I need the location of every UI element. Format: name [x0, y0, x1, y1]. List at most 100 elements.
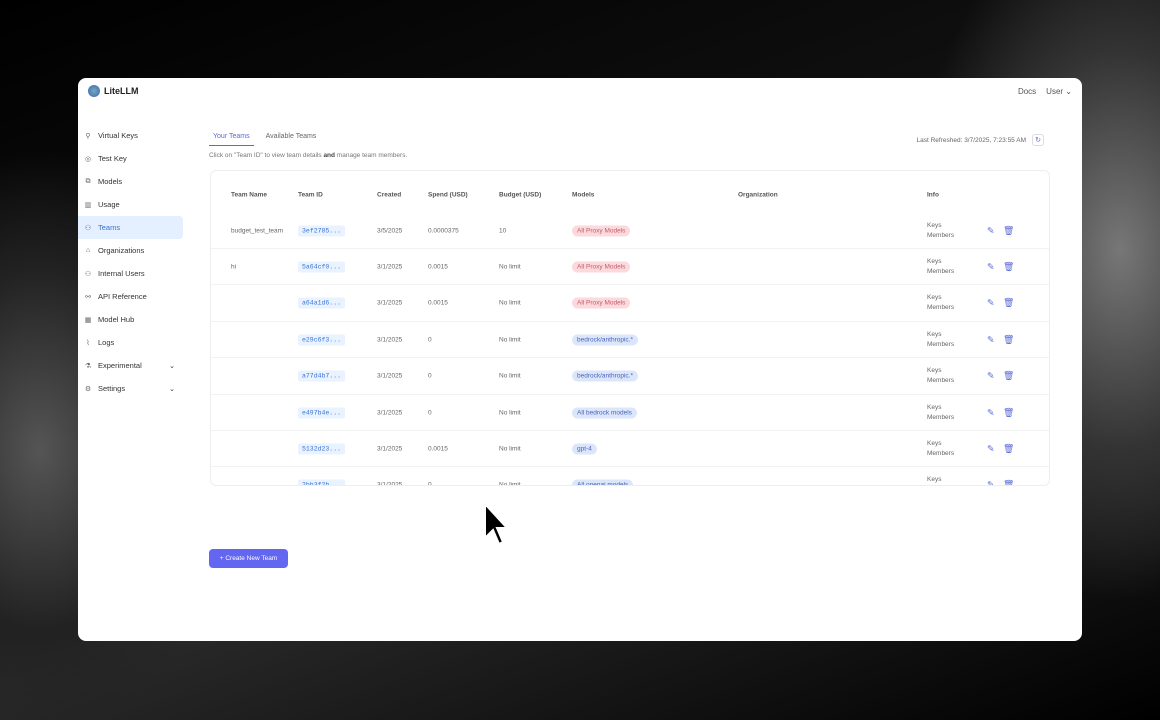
sidebar-item-virtual-keys[interactable]: ⚲ Virtual Keys — [85, 131, 138, 140]
team-id-link[interactable]: e29c6f3... — [298, 334, 346, 346]
docs-link[interactable]: Docs — [1017, 86, 1037, 96]
trash-icon[interactable]: 🗑︎ — [1003, 443, 1015, 454]
table-row: a77d4b7... 3/1/2025 0 No limit bedrock/a… — [211, 359, 1049, 395]
trash-icon[interactable]: 🗑︎ — [1003, 261, 1015, 272]
sidebar-item-usage[interactable]: ▥ Usage — [84, 200, 120, 209]
edit-icon[interactable]: ✎ — [987, 407, 995, 417]
model-badge: bedrock/anthropic.* — [572, 334, 639, 346]
team-id-link[interactable]: 2bb3f2b... — [298, 479, 346, 485]
sidebar-item-logs[interactable]: ⌇ Logs — [78, 331, 183, 354]
spend: 0.0000375 — [428, 227, 459, 234]
edit-icon[interactable]: ✎ — [987, 297, 995, 308]
edit-icon[interactable]: ✎ — [987, 443, 995, 454]
sidebar-item-internal-users[interactable]: ⚇ Internal Users — [84, 269, 145, 278]
created: 3/5/2025 — [377, 227, 403, 234]
column-header: Created — [377, 191, 402, 199]
model-badge: All Proxy Models — [572, 225, 631, 236]
edit-icon[interactable]: ✎ — [987, 370, 995, 381]
team-id-link[interactable]: e497b4e... — [298, 407, 346, 418]
sidebar-item-model-hub[interactable]: ▦ Model Hub — [84, 315, 135, 324]
created: 3/1/2025 — [377, 481, 403, 486]
top-bar: LiteLLM Docs User ⌄ — [78, 78, 1082, 104]
logo-icon — [88, 85, 100, 97]
model-badge: All bedrock models — [572, 407, 637, 418]
chevron-down-icon: ⌄ — [169, 362, 175, 370]
team-name: hi — [231, 263, 237, 271]
sidebar-item-teams[interactable]: ⚇ Teams — [78, 216, 183, 239]
edit-icon[interactable]: ✎ — [987, 479, 995, 486]
trash-icon[interactable]: 🗑︎ — [1003, 225, 1015, 235]
sidebar-item-experimental[interactable]: ⚗ Experimental ⌄ — [84, 361, 175, 370]
trash-icon[interactable]: 🗑︎ — [1003, 334, 1015, 345]
spend: 0.0015 — [428, 445, 448, 453]
column-header: Team Name — [231, 191, 268, 199]
refresh-icon: ↻ — [1035, 137, 1041, 144]
team-id-link[interactable]: a77d4b7... — [298, 370, 346, 382]
refresh-button[interactable]: ↻ — [1032, 134, 1044, 146]
team-id-link[interactable]: 5132d23... — [298, 443, 346, 455]
spend: 0 — [428, 336, 432, 344]
tab-available-teams[interactable]: Available Teams — [265, 133, 317, 140]
teams-table: Team Name Team ID Created Spend (USD) Budget… — [210, 170, 1050, 486]
created: 3/1/2025 — [377, 409, 403, 416]
bar-chart-icon: ▥ — [84, 201, 92, 209]
api-icon: ⚯ — [85, 293, 91, 301]
column-header: Budget (USD) — [499, 191, 542, 199]
created: 3/1/2025 — [377, 336, 403, 344]
created: 3/1/2025 — [377, 372, 403, 380]
trash-icon[interactable]: 🗑︎ — [1003, 407, 1015, 417]
sidebar-item-settings[interactable]: ⚙ Settings ⌄ — [84, 384, 175, 393]
table-header: Team Name Team ID Created Spend (USD) Budget… — [211, 177, 1049, 213]
column-header: Spend (USD) — [428, 191, 468, 199]
sidebar-item-models[interactable]: ⧉ Models — [85, 177, 123, 186]
edit-icon[interactable]: ✎ — [987, 334, 995, 345]
table-row: e29c6f3... 3/1/2025 0 No limit bedrock/a… — [211, 322, 1049, 359]
model-badge: All Proxy Models — [572, 261, 631, 273]
play-circle-icon: ◎ — [84, 155, 92, 163]
models-icon: ⧉ — [85, 177, 91, 185]
user-menu[interactable]: User ⌄ — [1046, 86, 1072, 96]
spend: 0 — [428, 409, 432, 416]
chevron-down-icon: ⌄ — [1065, 86, 1072, 96]
tab-your-teams[interactable]: Your Teams — [209, 130, 254, 146]
team-id-link[interactable]: 3ef2785... — [298, 225, 346, 236]
gear-icon: ⚙ — [84, 385, 92, 393]
tabs: Your Teams Available Teams — [209, 130, 320, 146]
logo[interactable]: LiteLLM — [88, 85, 139, 97]
edit-icon[interactable]: ✎ — [987, 225, 995, 235]
column-header: Organization — [738, 191, 778, 199]
app-window: LiteLLM Docs User ⌄ ⚲ Virtual Keys ◎ Test Ke… — [78, 78, 1082, 641]
trash-icon[interactable]: 🗑︎ — [1003, 479, 1015, 486]
user-icon: ⚇ — [84, 270, 92, 278]
spend: 0.0015 — [428, 263, 448, 271]
table-row: budget_test_team 3ef2785... 3/5/2025 0.0… — [211, 213, 1049, 249]
flask-icon: ⚗ — [84, 362, 92, 370]
trash-icon[interactable]: 🗑︎ — [1003, 297, 1015, 308]
create-new-team-button[interactable]: + Create New Team — [209, 549, 288, 568]
budget: No limit — [499, 409, 521, 416]
sidebar-item-organizations[interactable]: ⌂ Organizations — [85, 246, 145, 255]
budget: 10 — [499, 227, 507, 234]
created: 3/1/2025 — [377, 445, 403, 453]
sidebar: ⚲ Virtual Keys ◎ Test Key ⧉ Models ▥ Usage ⚇ Team… — [78, 124, 183, 400]
table-row: a64a1d6... 3/1/2025 0.0015 No limit All … — [211, 286, 1049, 322]
sidebar-item-api-reference[interactable]: ⚯ API Reference — [85, 292, 147, 301]
team-id-link[interactable]: 5a64cf0... — [298, 261, 346, 273]
trash-icon[interactable]: 🗑︎ — [1003, 370, 1015, 381]
budget: No limit — [499, 336, 521, 344]
edit-icon[interactable]: ✎ — [987, 261, 995, 272]
team-icon: ⚇ — [84, 224, 92, 232]
team-id-link[interactable]: a64a1d6... — [298, 297, 346, 309]
table-row: hi 5a64cf0... 3/1/2025 0.0015 No limit A… — [211, 249, 1049, 286]
key-icon: ⚲ — [85, 132, 91, 140]
spend: 0 — [428, 372, 432, 380]
column-header: Models — [572, 191, 595, 199]
table-row: 2bb3f2b... 3/1/2025 0 No limit All opena… — [211, 468, 1049, 486]
sidebar-item-test-key[interactable]: ◎ Test Key — [84, 154, 127, 163]
